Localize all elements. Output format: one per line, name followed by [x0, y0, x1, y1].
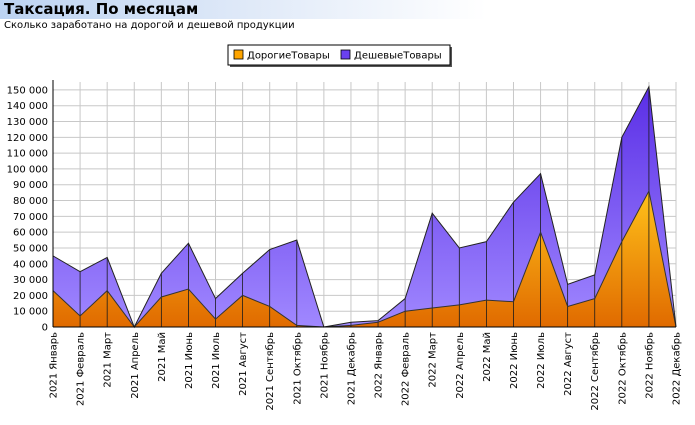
x-tick-label: 2022 Май	[482, 332, 493, 382]
y-tick-label: 100 000	[7, 164, 48, 175]
grid	[52, 82, 677, 328]
title-bar	[0, 0, 695, 19]
x-tick-label: 2021 Март	[103, 332, 114, 388]
series-line-ДешевыеТовары	[52, 85, 677, 329]
y-tick-label: 20 000	[13, 291, 48, 302]
y-tick-label: 40 000	[13, 259, 48, 270]
legend-swatch	[340, 49, 351, 60]
legend: ДорогиеТовары ДешевыеТовары	[227, 44, 452, 67]
series-areas	[52, 85, 677, 329]
y-tick-label: 110 000	[7, 149, 48, 160]
x-tick-label: 2021 Июль	[211, 332, 222, 389]
axes: 0 10 000 20 000 30 000 40 000 50 000 60 000 70 …	[7, 80, 683, 411]
y-tick-label: 80 000	[13, 196, 48, 207]
x-tick-label: 2022 Октябрь	[617, 332, 628, 405]
x-tick-label: 2021 Июнь	[184, 332, 195, 389]
y-tick-label: 50 000	[13, 243, 48, 254]
series-area-ДорогиеТовары	[53, 191, 676, 327]
legend-label: ДешевыеТовары	[354, 51, 442, 62]
series-line-ДорогиеТовары	[52, 189, 677, 328]
x-tick-label: 2021 Январь	[49, 332, 60, 398]
y-tick-label: 150 000	[7, 85, 48, 96]
legend-label: ДорогиеТовары	[247, 51, 330, 62]
series-area-ДешевыеТовары	[53, 86, 676, 327]
y-tick-label: 0	[42, 323, 48, 334]
x-tick-label: 2022 Март	[428, 332, 439, 388]
x-tick-label: 2022 Январь	[374, 332, 385, 398]
chart-title: Таксация. По месяцам	[4, 0, 199, 18]
x-tick-label: 2022 Сентябрь	[590, 332, 601, 411]
legend-swatch	[233, 49, 244, 60]
x-tick-label: 2022 Февраль	[401, 332, 412, 406]
y-tick-label: 140 000	[7, 101, 48, 112]
x-tick-label: 2021 Апрель	[130, 332, 141, 399]
x-tick-label: 2021 Октябрь	[292, 332, 303, 405]
x-tick-label: 2022 Декабрь	[672, 332, 683, 405]
x-tick-label: 2022 Июнь	[509, 332, 520, 389]
chart-subtitle: Сколько заработано на дорогой и дешевой …	[4, 20, 295, 31]
x-tick-label: 2022 Август	[563, 332, 574, 396]
x-tick-label: 2021 Сентябрь	[265, 332, 276, 411]
y-tick-label: 60 000	[13, 228, 48, 239]
y-tick-label: 90 000	[13, 180, 48, 191]
x-tick-label: 2021 Май	[157, 332, 168, 382]
x-tick-label: 2022 Апрель	[455, 332, 466, 399]
y-tick-label: 30 000	[13, 275, 48, 286]
y-tick-label: 10 000	[13, 307, 48, 318]
x-tick-label: 2021 Февраль	[76, 332, 87, 406]
x-tick-label: 2021 Август	[238, 332, 249, 396]
legend-box	[227, 44, 451, 66]
y-tick-label: 70 000	[13, 212, 48, 223]
x-tick-label: 2022 Ноябрь	[644, 332, 655, 399]
x-tick-label: 2021 Ноябрь	[319, 332, 330, 399]
y-tick-label: 130 000	[7, 117, 48, 128]
x-tick-label: 2021 Декабрь	[346, 332, 357, 405]
y-tick-label: 120 000	[7, 133, 48, 144]
x-tick-label: 2022 Июль	[536, 332, 547, 389]
